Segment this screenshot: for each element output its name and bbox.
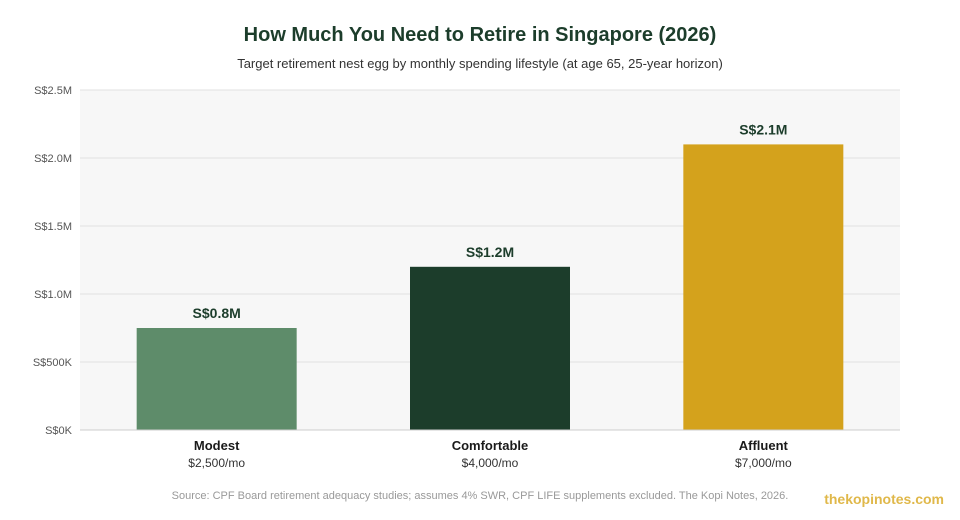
y-tick-label: S$0K — [45, 425, 73, 437]
y-tick-label: S$1.0M — [34, 289, 72, 301]
bar-value-label: S$1.2M — [466, 244, 514, 260]
y-tick-label: S$500K — [33, 357, 73, 369]
x-tick-sublabel: $7,000/mo — [735, 456, 792, 470]
x-tick-sublabel: $2,500/mo — [188, 456, 245, 470]
chart-subtitle: Target retirement nest egg by monthly sp… — [237, 56, 723, 71]
y-tick-label: S$1.5M — [34, 221, 72, 233]
bar — [410, 266, 570, 430]
x-tick-label: Modest — [194, 438, 240, 453]
y-tick-label: S$2.5M — [34, 85, 72, 97]
bar — [136, 328, 297, 430]
bar — [683, 144, 844, 430]
bar-value-label: S$0.8M — [193, 305, 241, 321]
y-tick-label: S$2.0M — [34, 153, 72, 165]
x-tick-label: Comfortable — [452, 438, 529, 453]
chart-title: How Much You Need to Retire in Singapore… — [243, 24, 717, 46]
x-tick-sublabel: $4,000/mo — [462, 456, 519, 470]
x-tick-label: Affluent — [739, 438, 789, 453]
bar-value-label: S$2.1M — [739, 121, 787, 137]
source-note: Source: CPF Board retirement adequacy st… — [171, 490, 789, 502]
brand-link[interactable]: thekopinotes.com — [824, 491, 944, 507]
